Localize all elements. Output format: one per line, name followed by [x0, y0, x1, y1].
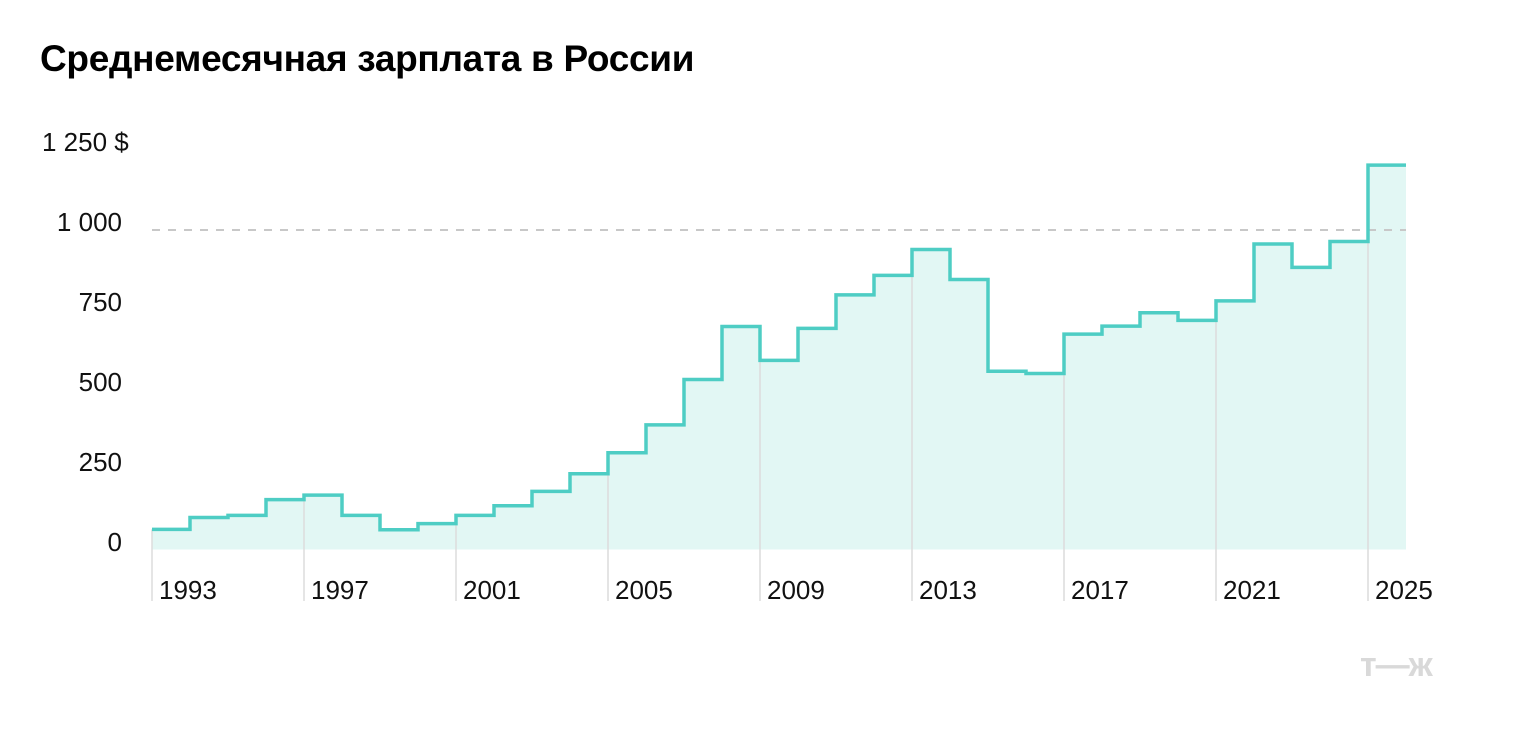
x-tick-label: 2001: [463, 575, 521, 605]
salary-step-line: [152, 163, 1406, 532]
y-tick-label: 1 000: [56, 207, 122, 237]
x-tick-label: 1993: [159, 575, 217, 605]
x-tick-label: 2017: [1071, 575, 1129, 605]
y-tick-label: 250: [78, 446, 122, 477]
x-tick-label: 1997: [311, 575, 369, 605]
area-fill: [152, 165, 1406, 550]
y-tick-label: 1 250 $: [42, 127, 129, 158]
chart-title: Среднемесячная зарплата в России: [40, 38, 695, 79]
x-tick-label: 2013: [919, 575, 977, 605]
area-fill-shape: [152, 165, 1406, 550]
y-tick-label: 0: [107, 526, 122, 557]
brand-logo: т—ж: [1360, 646, 1433, 684]
x-tick-label: 2021: [1223, 575, 1281, 605]
x-tick-label: 2025: [1375, 575, 1433, 605]
y-tick-label: 500: [78, 366, 122, 397]
x-tick-label: 2009: [767, 575, 825, 605]
y-tick-label: 750: [78, 286, 122, 317]
x-tick-label: 2005: [615, 575, 673, 605]
